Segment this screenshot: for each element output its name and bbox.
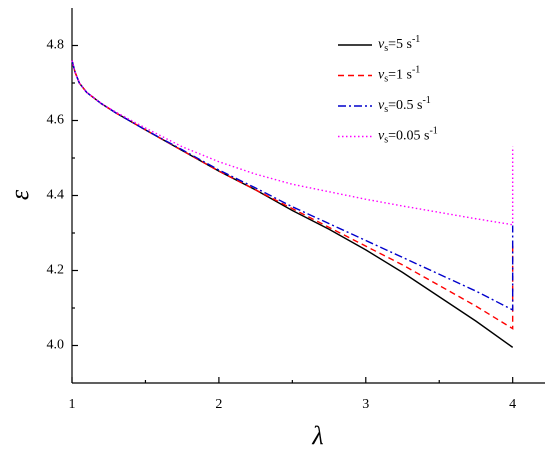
y-tick-label: 4.0 <box>47 338 65 353</box>
legend-label: vs=0.5 s-1 <box>378 95 431 115</box>
x-tick-label: 1 <box>69 397 76 412</box>
legend-label: vs=5 s-1 <box>378 34 420 54</box>
x-tick-label: 2 <box>215 397 222 412</box>
x-axis-label: λ <box>311 421 323 450</box>
series-line <box>71 60 514 312</box>
series-line <box>71 60 514 226</box>
y-axis-label: ε <box>5 189 34 200</box>
x-tick-label: 3 <box>362 397 369 412</box>
series-line <box>71 60 514 348</box>
y-tick-label: 4.6 <box>47 113 65 128</box>
y-tick-label: 4.8 <box>47 38 65 53</box>
y-tick-label: 4.4 <box>47 188 65 203</box>
legend-label: vs=0.05 s-1 <box>378 126 438 146</box>
legend-label: vs=1 s-1 <box>378 65 420 85</box>
series-line <box>71 60 514 330</box>
x-tick-label: 4 <box>509 397 516 412</box>
y-tick-label: 4.2 <box>47 263 65 278</box>
